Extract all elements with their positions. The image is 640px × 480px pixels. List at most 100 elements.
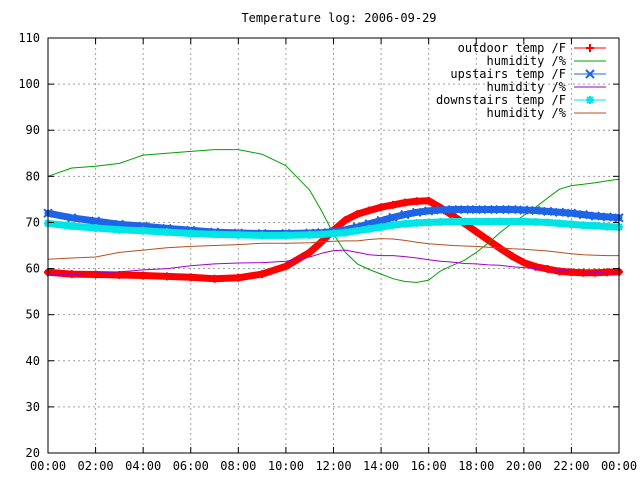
y-tick-label: 30 (26, 400, 40, 414)
legend-label: humidity /% (487, 106, 567, 120)
data-point (400, 219, 409, 228)
data-point (388, 212, 398, 223)
data-point (578, 209, 589, 220)
data-point (542, 206, 553, 217)
data-point (543, 218, 552, 227)
y-tick-label: 100 (18, 77, 40, 91)
grid-lines (48, 38, 619, 453)
data-point (448, 217, 457, 226)
data-point (424, 218, 433, 227)
data-point (258, 231, 267, 240)
data-point (186, 273, 195, 282)
data-point (341, 228, 350, 237)
axis-ticks-layer: 20 30 40 50 60 70 80 90 100 110 00:00 02:00 04:00 06:… (18, 31, 637, 473)
x-tick-label: 20:00 (506, 459, 542, 473)
data-point (305, 230, 314, 239)
data-point (91, 223, 100, 232)
series-line (47, 149, 620, 283)
y-tick-label: 50 (26, 308, 40, 322)
y-tick-label: 40 (26, 354, 40, 368)
data-point (507, 252, 516, 261)
data-point (507, 217, 516, 226)
data-point (388, 221, 397, 230)
data-point (162, 272, 171, 281)
data-point (162, 228, 171, 237)
data-point (210, 274, 219, 283)
data-point (90, 216, 101, 226)
data-point (139, 226, 148, 235)
data-point (139, 271, 148, 280)
data-point (423, 206, 434, 216)
data-point (472, 227, 481, 236)
x-tick-label: 22:00 (553, 459, 589, 473)
data-point (329, 229, 338, 238)
series-line (47, 249, 620, 276)
y-tick-label: 110 (18, 31, 40, 45)
data-point (590, 211, 600, 221)
data-series-layer (43, 149, 624, 283)
data-point (603, 268, 612, 277)
data-point (507, 204, 517, 215)
data-point (566, 208, 577, 218)
data-point (317, 230, 326, 239)
x-tick-label: 12:00 (315, 459, 351, 473)
y-tick-label: 60 (26, 262, 40, 276)
data-point (186, 229, 195, 238)
x-tick-label: 00:00 (30, 459, 66, 473)
data-point (531, 217, 540, 226)
x-tick-label: 14:00 (363, 459, 399, 473)
legend-label: upstairs temp /F (450, 67, 566, 81)
data-point (567, 220, 576, 229)
data-point (377, 203, 386, 212)
legend-label: outdoor temp /F (458, 41, 566, 55)
data-point (554, 207, 565, 218)
data-point (484, 217, 493, 226)
data-point (388, 200, 397, 209)
data-point (67, 213, 77, 223)
x-tick-label: 00:00 (601, 459, 637, 473)
data-point (567, 268, 576, 277)
data-point (412, 218, 421, 227)
data-point (305, 248, 314, 257)
data-point (400, 198, 409, 207)
data-point (555, 267, 564, 276)
legend-swatch-marker (586, 44, 594, 52)
data-point (210, 230, 219, 239)
y-tick-label: 90 (26, 123, 40, 137)
data-point (519, 205, 529, 215)
x-tick-label: 06:00 (173, 459, 209, 473)
data-point (436, 217, 445, 226)
legend-label: downstairs temp /F (436, 93, 566, 107)
series-1 (47, 149, 620, 283)
legend-label: humidity /% (487, 54, 567, 68)
data-point (603, 222, 612, 231)
legend-swatch-marker (585, 69, 595, 79)
y-tick-label: 80 (26, 169, 40, 183)
data-point (591, 221, 600, 230)
series-4 (44, 217, 623, 240)
data-point (353, 226, 362, 235)
x-tick-label: 04:00 (125, 459, 161, 473)
data-point (341, 216, 350, 225)
data-point (365, 224, 374, 233)
data-point (234, 230, 243, 239)
data-point (459, 204, 470, 215)
data-point (115, 271, 124, 280)
legend-label: humidity /% (487, 80, 567, 94)
x-tick-label: 16:00 (411, 459, 447, 473)
data-point (234, 273, 243, 282)
data-point (412, 197, 421, 206)
data-point (424, 196, 433, 205)
data-point (531, 205, 541, 216)
y-tick-label: 70 (26, 215, 40, 229)
data-point (496, 217, 505, 226)
data-point (519, 258, 528, 267)
x-tick-label: 10:00 (268, 459, 304, 473)
data-point (495, 204, 505, 215)
y-tick-label: 20 (26, 446, 40, 460)
series-3 (47, 249, 620, 276)
data-point (281, 231, 290, 240)
data-point (602, 212, 612, 222)
